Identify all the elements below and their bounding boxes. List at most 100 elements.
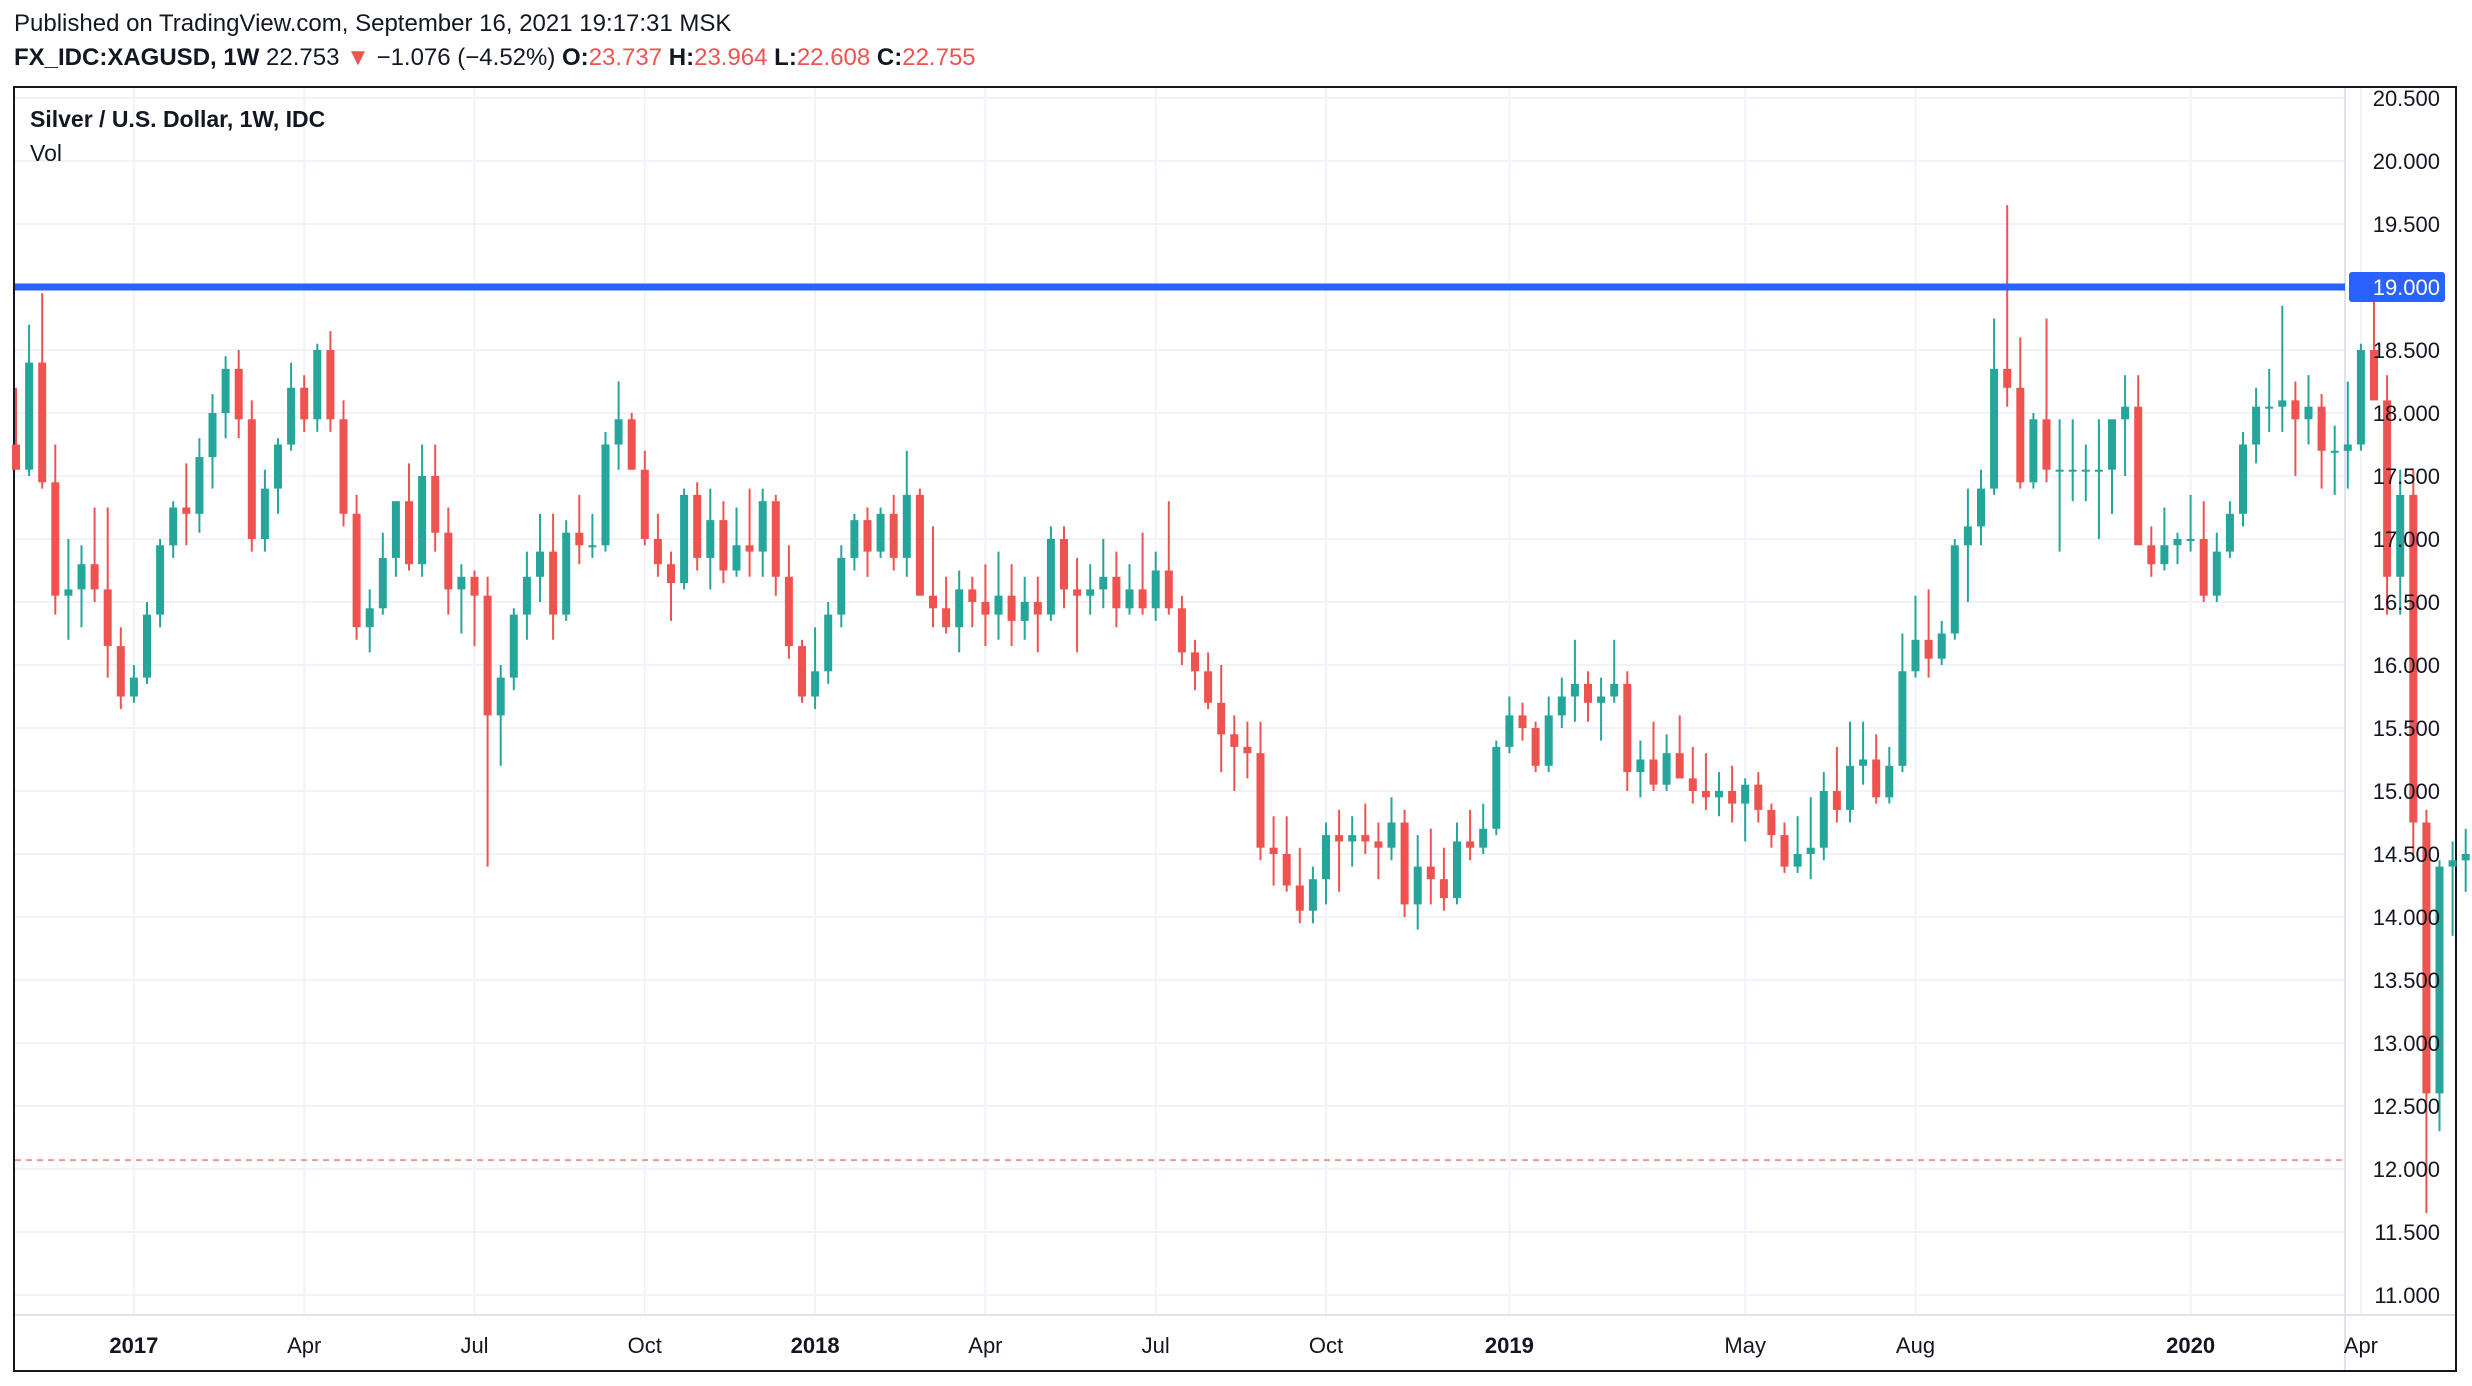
candle-up xyxy=(391,501,400,558)
candle-up xyxy=(522,576,531,615)
candle-up xyxy=(1046,539,1055,615)
candle-down xyxy=(234,368,243,420)
candle-up xyxy=(1308,879,1317,911)
candle-up xyxy=(2448,860,2457,867)
y-tick-label: 15.000 xyxy=(2373,779,2440,804)
candle-down xyxy=(1439,879,1448,899)
y-tick-label: 12.500 xyxy=(2373,1094,2440,1119)
candle-down xyxy=(981,602,990,615)
candle-down xyxy=(2199,539,2208,596)
open-value: 23.737 xyxy=(588,44,663,71)
candle-up xyxy=(1885,765,1894,798)
y-tick-label: 14.500 xyxy=(2373,842,2440,867)
candle-down xyxy=(38,362,47,483)
candle-up xyxy=(2160,545,2169,565)
candle-down xyxy=(1295,885,1304,911)
candle-up xyxy=(1322,835,1330,880)
candle-up xyxy=(2304,406,2313,420)
candle-down xyxy=(575,532,584,546)
candle-down xyxy=(2016,387,2025,483)
candle-up xyxy=(1911,639,1920,672)
candle-down xyxy=(784,576,793,647)
candle-up xyxy=(824,614,833,672)
candle-down xyxy=(1361,835,1370,842)
y-tick-label: 12.000 xyxy=(2373,1157,2440,1182)
candle-down xyxy=(2003,368,2012,388)
candle-down xyxy=(2409,494,2418,823)
candle-down xyxy=(1754,784,1763,810)
y-tick-label: 20.000 xyxy=(2373,149,2440,174)
candle-down xyxy=(1256,753,1265,848)
candle-up xyxy=(2330,450,2339,453)
candle-down xyxy=(719,520,728,571)
candle-down xyxy=(1701,791,1710,798)
candle-down xyxy=(90,564,99,590)
candle-up xyxy=(588,545,597,548)
candle-up xyxy=(2173,539,2182,546)
y-tick-label: 18.500 xyxy=(2373,338,2440,363)
candle-up xyxy=(1570,683,1579,697)
candle-down xyxy=(1832,791,1841,810)
candle-up xyxy=(156,545,165,615)
candle-down xyxy=(1177,608,1186,653)
candle-down xyxy=(103,589,112,647)
low-label: L: xyxy=(774,44,797,71)
candle-down xyxy=(1872,759,1881,798)
candle-down xyxy=(1675,753,1684,779)
candle-down xyxy=(1191,652,1199,672)
candle-up xyxy=(706,520,715,558)
candle-up xyxy=(811,671,820,697)
candle-up xyxy=(2343,444,2352,451)
candle-down xyxy=(653,539,662,565)
candle-up xyxy=(2029,419,2038,483)
candle-up xyxy=(2186,539,2195,541)
candle-down xyxy=(1518,715,1527,728)
candle-down xyxy=(640,469,649,539)
candle-up xyxy=(1505,715,1514,747)
candle-up xyxy=(2396,494,2405,577)
candle-up xyxy=(1662,753,1671,785)
candle-down xyxy=(483,595,492,716)
candle-up xyxy=(601,444,610,546)
candle-down xyxy=(1217,702,1226,735)
candle-down xyxy=(1623,683,1632,773)
candle-down xyxy=(968,589,977,602)
candle-up xyxy=(2081,469,2090,472)
y-tick-label: 13.000 xyxy=(2373,1031,2440,1056)
candle-up xyxy=(1636,759,1645,773)
candle-up xyxy=(1715,791,1723,798)
y-tick-label: 16.500 xyxy=(2373,590,2440,615)
y-tick-label: 17.500 xyxy=(2373,464,2440,489)
candle-down xyxy=(929,595,937,609)
candle-up xyxy=(25,362,34,470)
candle-down xyxy=(300,387,309,420)
candle-up xyxy=(1741,784,1750,804)
x-tick-label: 2019 xyxy=(1485,1333,1534,1358)
x-tick-label: Jul xyxy=(460,1333,488,1358)
candle-down xyxy=(1374,841,1383,848)
candle-down xyxy=(1924,639,1933,659)
candle-down xyxy=(1269,847,1278,854)
candle-down xyxy=(1230,734,1239,747)
open-label: O: xyxy=(562,44,589,71)
candle-up xyxy=(1597,696,1606,703)
volume-legend: Vol xyxy=(30,140,62,166)
candle-up xyxy=(2461,854,2470,861)
candle-up xyxy=(169,507,178,546)
y-tick-label: 15.500 xyxy=(2373,716,2440,741)
candle-up xyxy=(1544,715,1553,766)
candle-up xyxy=(1492,746,1501,829)
candle-down xyxy=(2291,400,2300,420)
last-price: 22.753 xyxy=(266,44,340,71)
candle-down xyxy=(2042,419,2051,470)
candle-up xyxy=(955,589,964,628)
x-tick-label: Apr xyxy=(287,1333,321,1358)
level-price-label: 19.000 xyxy=(2373,275,2440,300)
candle-up xyxy=(2435,866,2444,1094)
y-tick-label: 11.000 xyxy=(2374,1283,2440,1308)
candle-up xyxy=(378,557,387,609)
candle-up xyxy=(221,368,230,413)
y-tick-label: 11.500 xyxy=(2374,1220,2440,1245)
candle-down xyxy=(745,545,754,552)
